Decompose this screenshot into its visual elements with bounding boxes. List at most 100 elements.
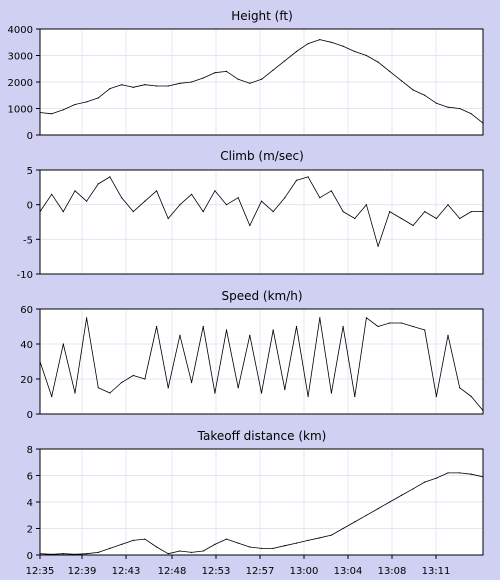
y-tick-label: 4000 [8,25,33,36]
data-point [97,551,99,554]
data-point [260,392,263,394]
data-point [342,45,344,47]
y-tick-label: 2000 [8,78,33,89]
data-point [225,70,228,72]
data-point [412,89,414,91]
data-point [156,190,158,192]
y-tick-label: 20 [20,375,33,386]
data-point [97,183,99,185]
data-point [132,374,134,377]
data-point [179,204,181,206]
data-point [424,94,426,96]
data-point [156,85,158,87]
y-tick-label: 6 [27,472,33,483]
x-tick-label: 13:00 [290,566,319,577]
data-point [121,197,123,199]
chart-panel: Takeoff distance (km) 0 2 4 6 8 12:35 12:39 12:4… [26,429,484,577]
data-point [51,553,53,555]
data-point [109,88,111,90]
data-point [342,211,344,213]
y-tick-label: 40 [20,340,33,351]
y-tick-label: 0 [27,410,33,421]
data-point [214,72,216,74]
data-point [260,78,263,80]
data-point [109,547,111,550]
data-point [62,553,64,555]
data-point [295,50,298,53]
data-point [482,211,484,213]
data-point [214,543,216,546]
data-point [319,197,321,199]
data-point [249,82,251,84]
data-point [400,80,402,82]
data-point [179,82,181,84]
data-point [121,543,123,546]
data-point [202,77,204,79]
data-point [191,381,193,384]
data-point [412,224,414,227]
data-point [167,553,169,555]
data-point [295,542,298,544]
data-point [470,395,472,398]
data-point [39,360,41,363]
data-point [447,204,449,206]
data-point [202,211,204,213]
data-point [482,122,484,124]
data-point [342,325,344,328]
chart-panel: Climb (m/sec) -10 -5 0 5 [17,149,484,281]
data-point [482,409,484,412]
data-point [459,217,461,220]
data-point [447,472,449,474]
data-point [225,204,228,206]
data-point [202,550,204,552]
x-tick-label: 12:43 [112,566,141,577]
x-tick-label: 12:48 [158,566,187,577]
data-point [237,542,239,544]
data-point [377,61,379,63]
data-point [86,553,88,555]
data-point [74,190,76,192]
data-point [435,477,437,479]
data-point [214,392,216,394]
data-point [74,103,76,106]
y-tick-label: 8 [27,445,33,456]
x-tick-label: 12:35 [26,566,55,577]
data-point [214,190,216,192]
data-point [330,392,332,394]
data-point [51,113,53,115]
data-point [447,334,449,336]
data-point [62,343,64,345]
data-point [354,50,356,53]
data-point [424,211,426,213]
data-point [132,211,134,213]
data-point [424,329,426,331]
data-point [86,200,88,202]
data-point [109,392,111,394]
data-point [144,84,146,86]
data-point [400,217,402,220]
data-point [470,113,472,115]
data-point [365,317,367,319]
chart-title: Takeoff distance (km) [197,429,327,443]
y-tick-label: 0 [27,131,33,142]
data-point [342,527,344,530]
data-point [179,550,181,552]
data-point [132,539,134,542]
data-point [249,224,251,227]
data-point [482,476,484,478]
data-point [51,395,53,398]
data-point [191,81,193,83]
x-tick-label: 13:11 [422,566,451,577]
y-tick-label: 0 [27,201,33,212]
y-tick-label: 5 [27,166,33,177]
data-point [377,508,379,510]
data-point [412,325,414,328]
data-point [389,211,391,213]
data-point [272,547,274,550]
y-tick-label: 2 [27,525,33,536]
plot-area [39,169,484,275]
y-tick-label: 0 [27,551,33,562]
data-point [167,217,169,220]
data-point [167,387,169,389]
data-point [249,334,251,336]
